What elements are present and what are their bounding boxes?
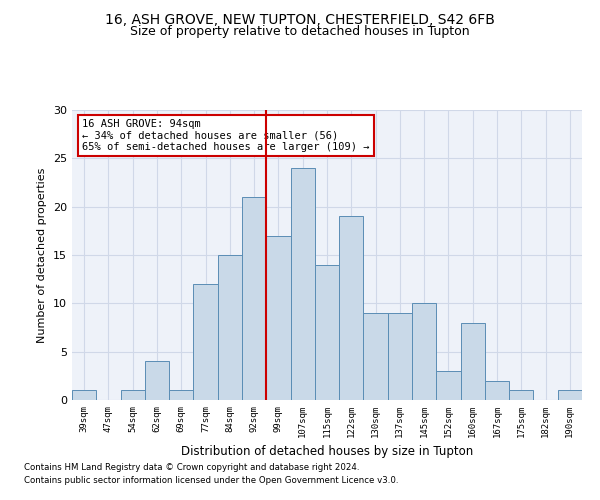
Bar: [461, 322, 485, 400]
Bar: [121, 390, 145, 400]
Bar: [388, 313, 412, 400]
Bar: [315, 264, 339, 400]
Bar: [339, 216, 364, 400]
Bar: [412, 304, 436, 400]
Bar: [436, 371, 461, 400]
X-axis label: Distribution of detached houses by size in Tupton: Distribution of detached houses by size …: [181, 446, 473, 458]
Bar: [509, 390, 533, 400]
Y-axis label: Number of detached properties: Number of detached properties: [37, 168, 47, 342]
Bar: [169, 390, 193, 400]
Text: 16 ASH GROVE: 94sqm
← 34% of detached houses are smaller (56)
65% of semi-detach: 16 ASH GROVE: 94sqm ← 34% of detached ho…: [82, 118, 370, 152]
Text: Contains HM Land Registry data © Crown copyright and database right 2024.: Contains HM Land Registry data © Crown c…: [24, 464, 359, 472]
Bar: [242, 197, 266, 400]
Bar: [558, 390, 582, 400]
Bar: [72, 390, 96, 400]
Text: Contains public sector information licensed under the Open Government Licence v3: Contains public sector information licen…: [24, 476, 398, 485]
Text: 16, ASH GROVE, NEW TUPTON, CHESTERFIELD, S42 6FB: 16, ASH GROVE, NEW TUPTON, CHESTERFIELD,…: [105, 12, 495, 26]
Bar: [485, 380, 509, 400]
Bar: [290, 168, 315, 400]
Text: Size of property relative to detached houses in Tupton: Size of property relative to detached ho…: [130, 25, 470, 38]
Bar: [193, 284, 218, 400]
Bar: [364, 313, 388, 400]
Bar: [218, 255, 242, 400]
Bar: [266, 236, 290, 400]
Bar: [145, 362, 169, 400]
